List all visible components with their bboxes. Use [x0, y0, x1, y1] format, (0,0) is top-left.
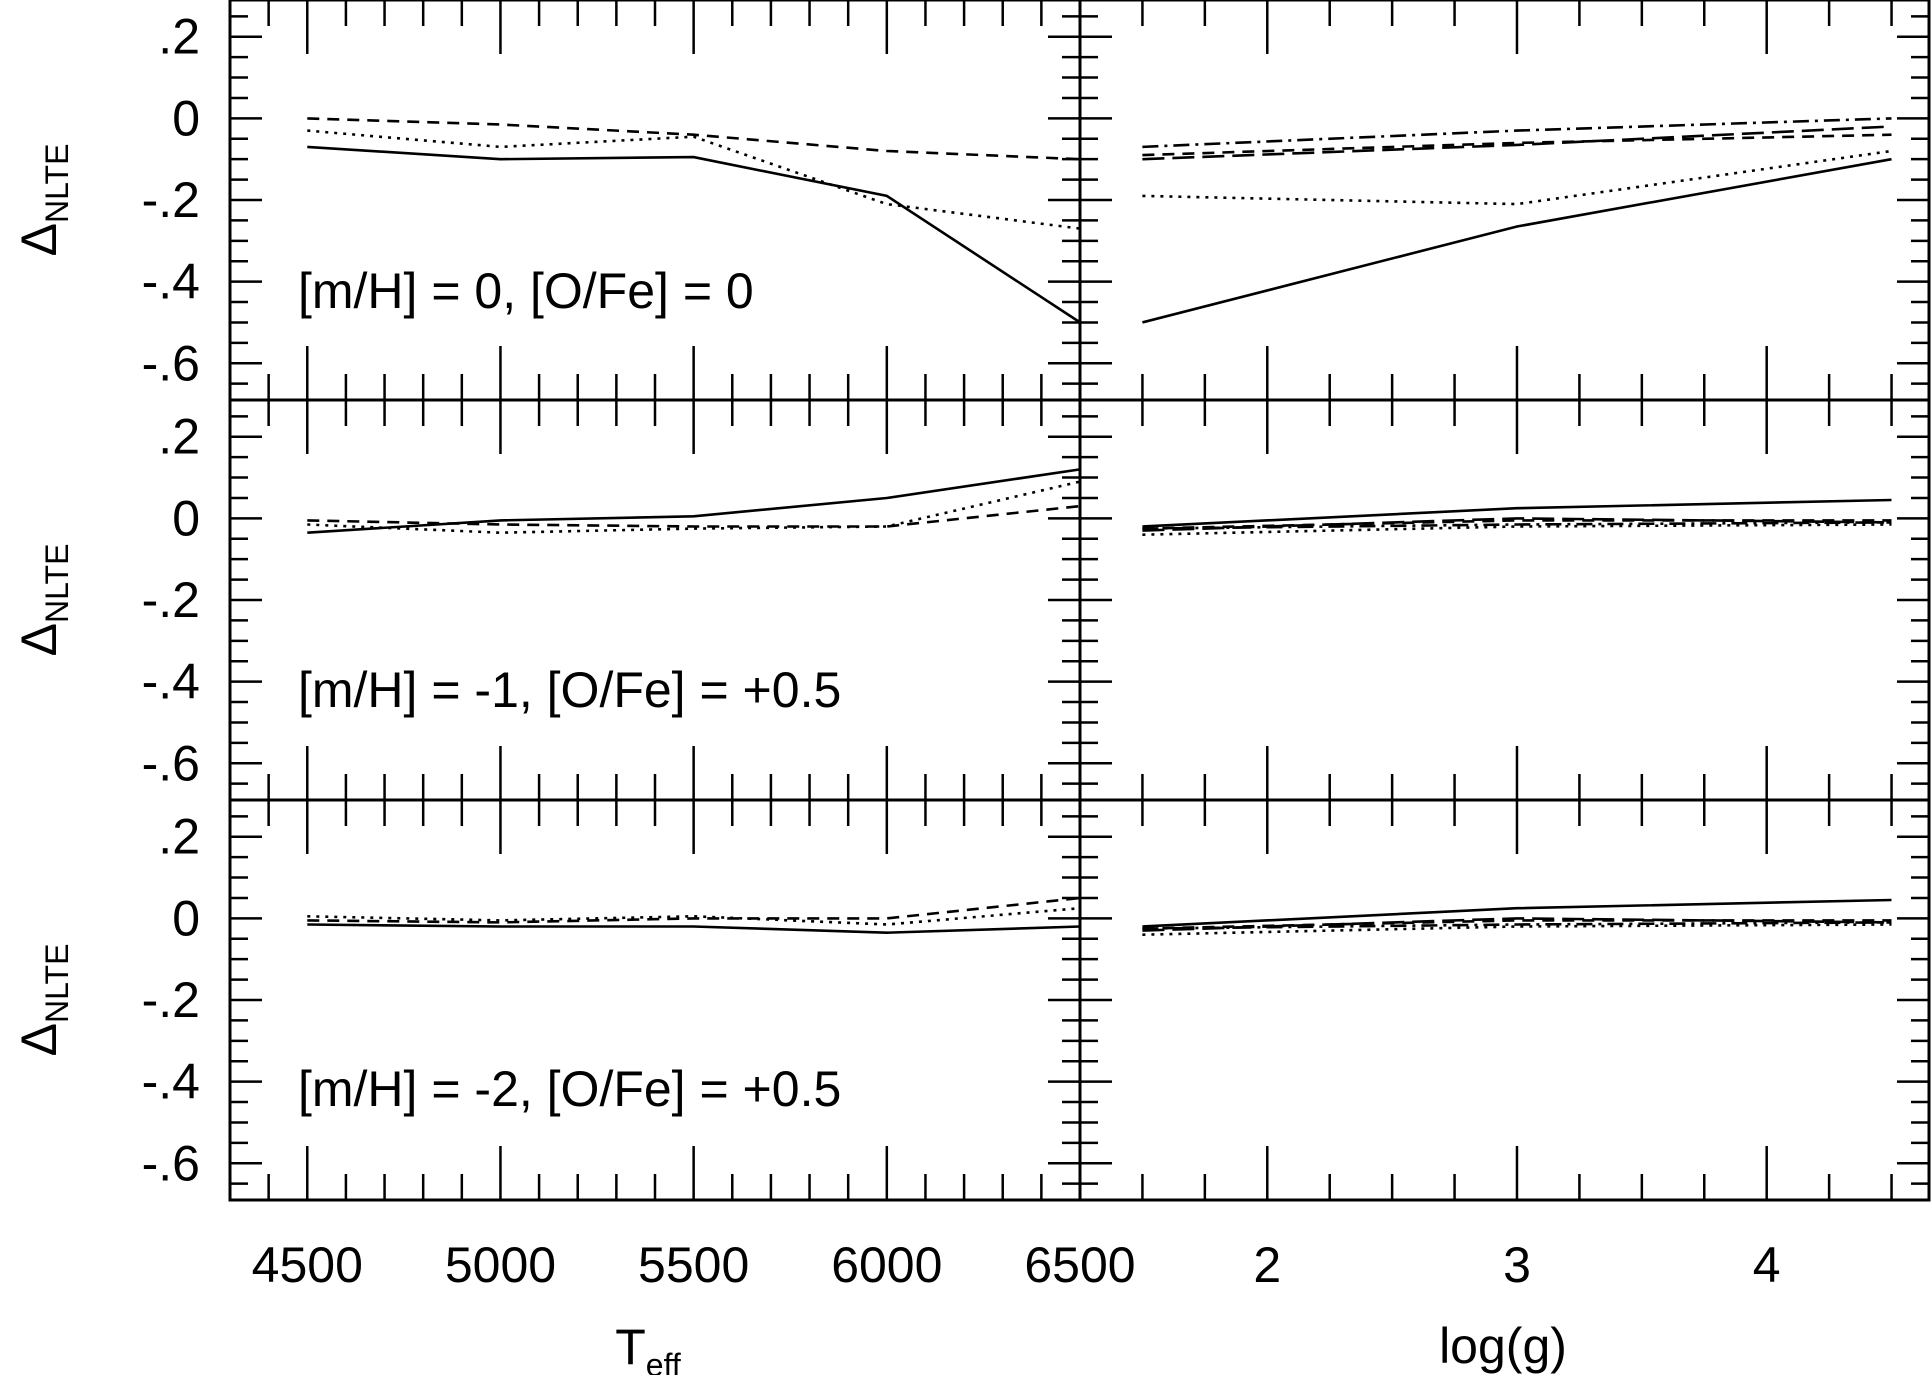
series-dotted-top-right [1142, 149, 1892, 206]
panel-frame-middle-right [1078, 398, 1931, 802]
series-dotted-bottom-left [307, 906, 1081, 926]
axis-ticks [230, 0, 1929, 1200]
series-dashed-top-left [307, 117, 1081, 161]
series-solid-top-left [307, 145, 1081, 324]
y-axis-label-middle: ΔNLTE [11, 544, 75, 657]
series-dotted-middle-left [307, 480, 1081, 535]
series-dash-dot-bottom-right [1142, 921, 1892, 930]
x-tick-label: 4500 [252, 1237, 363, 1293]
y-tick-label: -.6 [142, 335, 200, 391]
x-tick-label: 2 [1253, 1237, 1281, 1293]
data-series [307, 117, 1892, 936]
y-tick-label: 0 [172, 890, 200, 946]
y-tick-label: -.2 [142, 572, 200, 628]
y-tick-label: -.6 [142, 735, 200, 791]
x-tick-label: 4 [1753, 1237, 1781, 1293]
panel-annotation-middle: [m/H] = -1, [O/Fe] = +0.5 [298, 662, 841, 718]
panel-frame-top-left [228, 0, 1082, 402]
x-tick-label: 3 [1503, 1237, 1531, 1293]
y-tick-label: 0 [172, 490, 200, 546]
panel-frame-top-right [1078, 0, 1931, 402]
series-dotted-top-left [307, 129, 1081, 230]
series-dashed-top-right [1142, 133, 1892, 157]
series-solid-middle-left [307, 468, 1081, 534]
y-axis-label-top: ΔNLTE [11, 144, 75, 257]
series-solid-bottom-right [1142, 898, 1892, 928]
panel-frame-bottom-left [228, 798, 1082, 1202]
y-tick-label: .2 [158, 809, 200, 865]
series-long-dashed-top-right [1142, 125, 1892, 161]
x-axis-label-teff: Teff [615, 1319, 681, 1375]
svg-text:ΔNLTE: ΔNLTE [11, 544, 75, 657]
x-tick-label: 5500 [638, 1237, 749, 1293]
y-tick-label: .2 [158, 409, 200, 465]
panel-annotation-top: [m/H] = 0, [O/Fe] = 0 [298, 263, 754, 319]
panel-frame-bottom-right [1078, 798, 1931, 1202]
series-dashed-bottom-left [307, 896, 1081, 924]
tick-labels: .20-.2-.4-.6.20-.2-.4-.6.20-.2-.4-.64500… [142, 9, 1781, 1293]
y-tick-label: -.4 [142, 1054, 200, 1110]
x-tick-label: 5000 [445, 1237, 556, 1293]
y-tick-label: -.2 [142, 172, 200, 228]
svg-text:ΔNLTE: ΔNLTE [11, 144, 75, 257]
series-dotted-middle-right [1142, 523, 1892, 536]
series-dotted-bottom-right [1142, 923, 1892, 936]
x-tick-label: 6000 [831, 1237, 942, 1293]
series-dashed-middle-left [307, 504, 1081, 528]
y-tick-label: -.6 [142, 1135, 200, 1191]
y-tick-label: .2 [158, 9, 200, 65]
panel-annotation-bottom: [m/H] = -2, [O/Fe] = +0.5 [298, 1061, 841, 1117]
series-dash-dot-top-right [1142, 117, 1892, 149]
y-tick-label: -.2 [142, 972, 200, 1028]
series-solid-top-right [1142, 157, 1892, 324]
series-solid-middle-right [1142, 498, 1892, 528]
y-axis-label-bottom: ΔNLTE [11, 944, 75, 1057]
x-tick-label: 6500 [1024, 1237, 1135, 1293]
x-axis-label-logg: log(g) [1439, 1318, 1567, 1374]
series-dash-dot-middle-right [1142, 521, 1892, 530]
panel-frame-middle-left [228, 398, 1082, 802]
y-tick-label: 0 [172, 90, 200, 146]
series-solid-bottom-left [307, 923, 1081, 935]
y-tick-label: -.4 [142, 254, 200, 310]
svg-text:ΔNLTE: ΔNLTE [11, 944, 75, 1057]
y-tick-label: -.4 [142, 654, 200, 710]
